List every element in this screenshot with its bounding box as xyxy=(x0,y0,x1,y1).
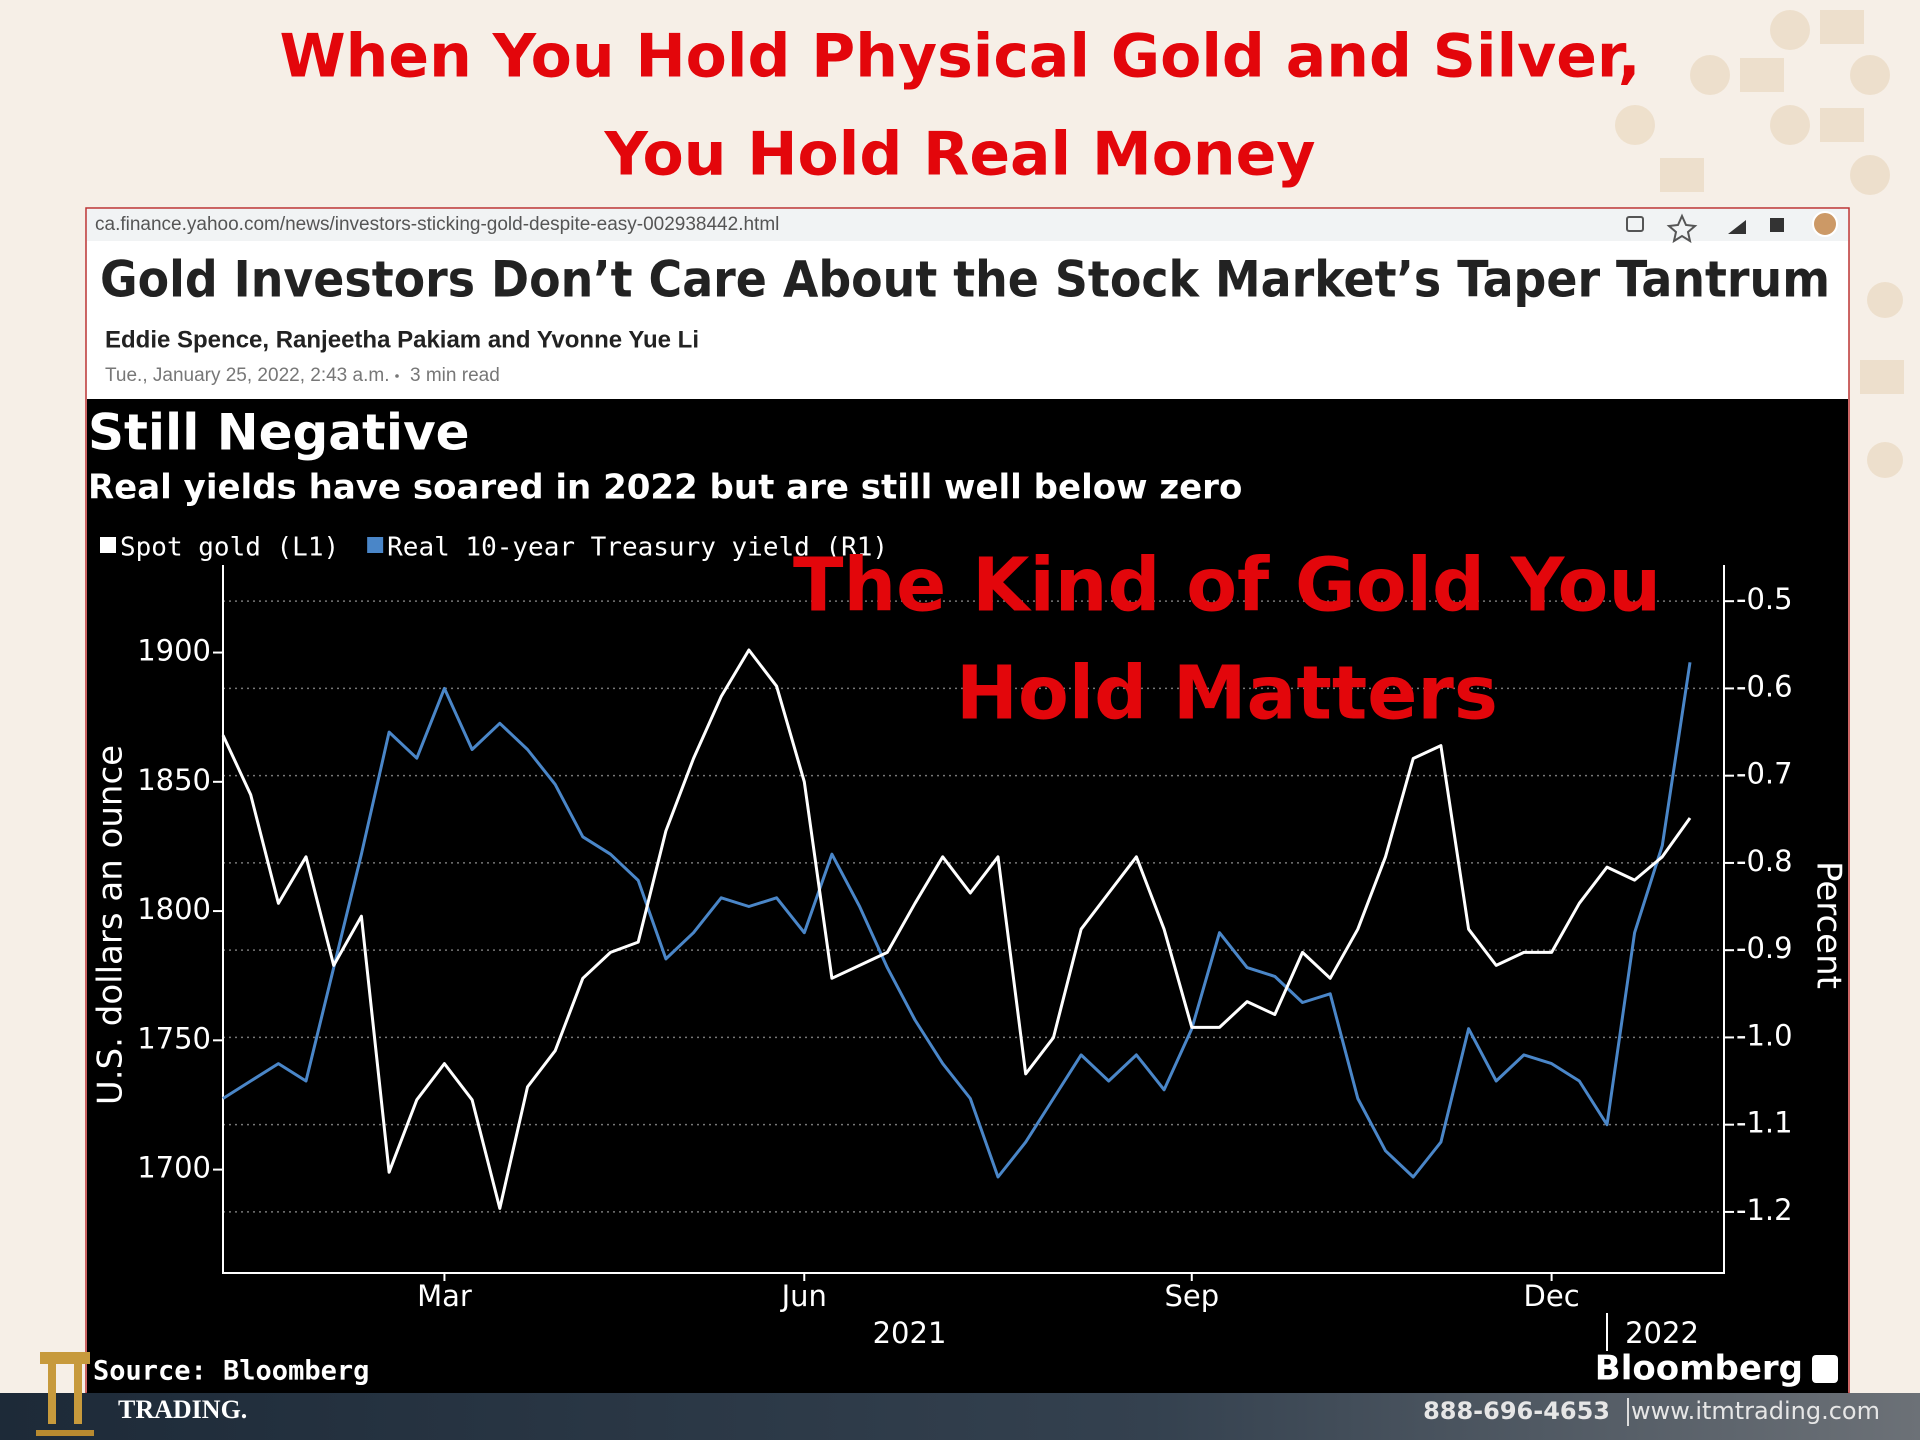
x-year-label: 2021 xyxy=(873,1316,947,1350)
overlay-line: Hold Matters xyxy=(956,651,1498,737)
footer-website[interactable]: www.itmtrading.com xyxy=(1631,1397,1880,1425)
brand: Bloomberg xyxy=(1595,1349,1803,1389)
slide-title-line: When You Hold Physical Gold and Silver, xyxy=(279,22,1640,92)
footer-phone[interactable]: 888-696-4653 xyxy=(1423,1397,1610,1425)
y-tick-label: 1900 xyxy=(137,634,211,668)
y2-tick-label: -0.5 xyxy=(1736,582,1793,616)
y2-tick-label: -1.1 xyxy=(1736,1106,1793,1140)
y2-tick-label: -1.2 xyxy=(1736,1193,1793,1227)
x-tick-label: Sep xyxy=(1164,1279,1219,1313)
url-bar xyxy=(87,209,1848,241)
legend-swatch xyxy=(367,537,384,553)
legend-label: Spot gold (L1) xyxy=(120,533,339,563)
source: Source: Bloomberg xyxy=(93,1356,369,1387)
footer-bar xyxy=(0,1393,1920,1440)
y-tick-label: 1850 xyxy=(137,763,211,797)
y-tick-label: 1750 xyxy=(137,1021,211,1055)
authors: Eddie Spence, Ranjeetha Pakiam and Yvonn… xyxy=(105,326,699,353)
chart-title: Still Negative xyxy=(88,404,470,462)
y2-tick-label: -0.9 xyxy=(1736,931,1793,965)
y-axis-title: U.S. dollars an ounce xyxy=(91,745,131,1105)
dateline: Tue., January 25, 2022, 2:43 a.m. xyxy=(105,365,389,386)
separator-dot xyxy=(395,374,399,378)
x-tick-label: Dec xyxy=(1524,1279,1580,1313)
url[interactable]: ca.finance.yahoo.com/news/investors-stic… xyxy=(95,214,779,235)
read-time: 3 min read xyxy=(410,365,500,386)
series-line xyxy=(222,662,1692,1179)
browser-icons xyxy=(1626,211,1838,244)
series-line xyxy=(221,648,1692,1210)
y2-tick-label: -0.7 xyxy=(1736,757,1793,791)
y2-tick-label: -1.0 xyxy=(1736,1018,1793,1052)
y2-tick-label: -0.8 xyxy=(1736,844,1793,878)
chart-panel xyxy=(87,399,1848,1393)
legend-swatch xyxy=(100,537,116,553)
x-tick-label: Jun xyxy=(780,1279,827,1313)
overlay-line: The Kind of Gold You xyxy=(793,543,1661,629)
brand-icon xyxy=(1812,1355,1838,1383)
x-year-label: 2022 xyxy=(1625,1316,1699,1350)
axis-frame xyxy=(222,565,1725,1274)
y-tick-label: 1700 xyxy=(137,1151,211,1185)
footer-brand: TRADING. xyxy=(118,1395,247,1424)
y-tick-label: 1800 xyxy=(137,892,211,926)
decorative-pattern xyxy=(1615,10,1904,478)
legend-label: Real 10-year Treasury yield (R1) xyxy=(387,533,888,563)
plot: -0.5 -0.6 -0.7 -0.8 -0.9 -1.0 -1.1 -1.2 1700 1750… xyxy=(100,533,1793,1351)
headline: Gold Investors Don’t Care About the Stoc… xyxy=(100,251,1830,309)
footer-logo xyxy=(36,1352,94,1436)
chart-subtitle: Real yields have soared in 2022 but are … xyxy=(88,468,1242,508)
slide-title-line: You Hold Real Money xyxy=(604,120,1316,190)
y2-axis-title: Percent xyxy=(1809,861,1849,989)
x-tick-label: Mar xyxy=(417,1279,472,1313)
y2-tick-label: -0.6 xyxy=(1736,669,1793,703)
